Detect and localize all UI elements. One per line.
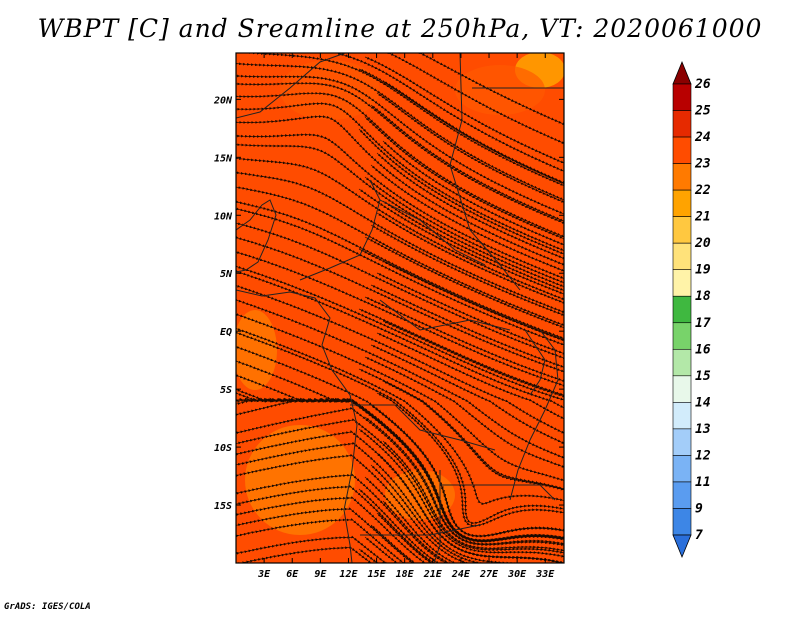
colorbar-label: 16 (695, 342, 711, 357)
lon-tick-label: 33E (535, 569, 555, 580)
lon-tick-label: 3E (257, 569, 271, 580)
lon-tick-label: 9E (314, 569, 327, 580)
map-panel (235, 52, 565, 564)
colorbar-label: 15 (695, 369, 711, 384)
colorbar-max-triangle (672, 60, 692, 85)
colorbar-swatch (672, 216, 692, 244)
lon-tick-label: 21E (423, 569, 443, 580)
colorbar-label: 13 (695, 422, 711, 437)
streamlines (236, 53, 564, 563)
map-frame (235, 52, 565, 564)
colorbar-label: 24 (694, 130, 711, 145)
lake (524, 329, 546, 396)
lon-tick-label: 18E (396, 569, 415, 580)
colorbar-min-triangle (672, 534, 692, 559)
colorbar-swatch (672, 375, 692, 403)
colorbar-swatch (672, 136, 692, 164)
colorbar-label: 20 (694, 236, 711, 251)
longitude-axis: 3E 6E 9E 12E 15E 18E 21E 24E 27E 30E 33E (257, 53, 555, 580)
warm-patch (236, 310, 277, 390)
lon-tick-label: 6E (286, 569, 299, 580)
colorbar-swatch (672, 481, 692, 509)
colorbar-swatch (672, 295, 692, 324)
colorbar-swatch (672, 242, 692, 271)
border (379, 199, 486, 266)
country-borders (236, 53, 564, 563)
colorbar-swatch (672, 455, 692, 483)
colorbar-swatch (672, 322, 692, 350)
colorbar-label: 23 (694, 157, 711, 172)
colorbar-label: 26 (694, 77, 711, 92)
colorbar-label: 21 (694, 210, 711, 225)
coastline (509, 329, 559, 501)
lon-tick-label: 30E (507, 569, 527, 580)
colorbar-label: 7 (695, 528, 703, 543)
border (299, 179, 381, 281)
colorbar-label: 17 (695, 316, 711, 331)
warm-patch (280, 60, 380, 120)
lon-tick-label: 27E (479, 569, 499, 580)
colorbar-swatch (672, 189, 692, 217)
lat-tick-label: 10S (214, 443, 232, 454)
warm-patch (245, 425, 355, 535)
colorbar-label: 11 (695, 475, 711, 490)
credit-label: GrADS: IGES/COLA (4, 602, 91, 612)
lat-tick-label: 5S (220, 385, 232, 396)
colorbar: 7 9 11 12 13 14 15 16 17 18 19 20 21 22 23 24 25 26 (672, 60, 711, 559)
border (440, 484, 556, 501)
lon-tick-label: 12E (339, 569, 358, 580)
lat-tick-label: EQ (220, 327, 232, 338)
border (236, 53, 346, 119)
colorbar-label: 18 (695, 289, 711, 304)
lat-tick-label: 20N (213, 95, 233, 106)
border (379, 299, 511, 331)
colorbar-label: 22 (694, 183, 711, 198)
lat-tick-label: 10N (214, 211, 233, 222)
coastline (236, 199, 277, 273)
warm-patch (455, 65, 545, 115)
lat-tick-label: 5N (220, 269, 233, 280)
lat-tick-label: 15N (214, 153, 233, 164)
colorbar-swatch (672, 508, 692, 536)
colorbar-swatch (672, 83, 692, 111)
streamline (236, 545, 397, 563)
latitude-axis: 20N 15N 10N 5N EQ 5S 10S 15S (213, 95, 564, 512)
colorbar-swatch (672, 428, 692, 456)
border (449, 53, 521, 291)
border (433, 470, 441, 563)
lon-tick-label: 24E (451, 569, 471, 580)
coastline (236, 289, 358, 563)
border (360, 524, 481, 536)
border (350, 404, 496, 451)
lon-tick-label: 15E (368, 569, 387, 580)
colorbar-label: 25 (694, 104, 711, 119)
colorbar-label: 19 (695, 263, 711, 278)
colorbar-label: 12 (695, 448, 711, 463)
lat-tick-label: 15S (214, 501, 232, 512)
chart-title: WBPT [C] and Sreamline at 250hPa, VT: 20… (37, 14, 763, 43)
colorbar-swatch (672, 348, 692, 377)
colorbar-swatch (672, 269, 692, 297)
colorbar-swatch (672, 402, 692, 430)
colorbar-label: 9 (695, 501, 703, 516)
colorbar-label: 14 (695, 395, 711, 410)
colorbar-swatch (672, 110, 692, 138)
colorbar-swatch (672, 163, 692, 191)
